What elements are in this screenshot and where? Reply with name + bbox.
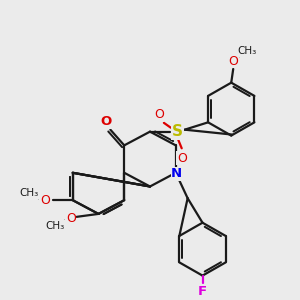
Text: N: N	[171, 167, 182, 180]
Text: F: F	[198, 285, 207, 298]
Text: CH₃: CH₃	[20, 188, 39, 198]
Text: CH₃: CH₃	[45, 221, 64, 231]
Text: O: O	[228, 55, 238, 68]
Text: CH₃: CH₃	[238, 46, 257, 56]
Text: O: O	[154, 109, 164, 122]
Text: O: O	[177, 152, 187, 165]
Text: O: O	[66, 212, 76, 225]
Text: O: O	[101, 115, 112, 128]
Text: S: S	[172, 124, 183, 139]
Text: O: O	[40, 194, 50, 207]
